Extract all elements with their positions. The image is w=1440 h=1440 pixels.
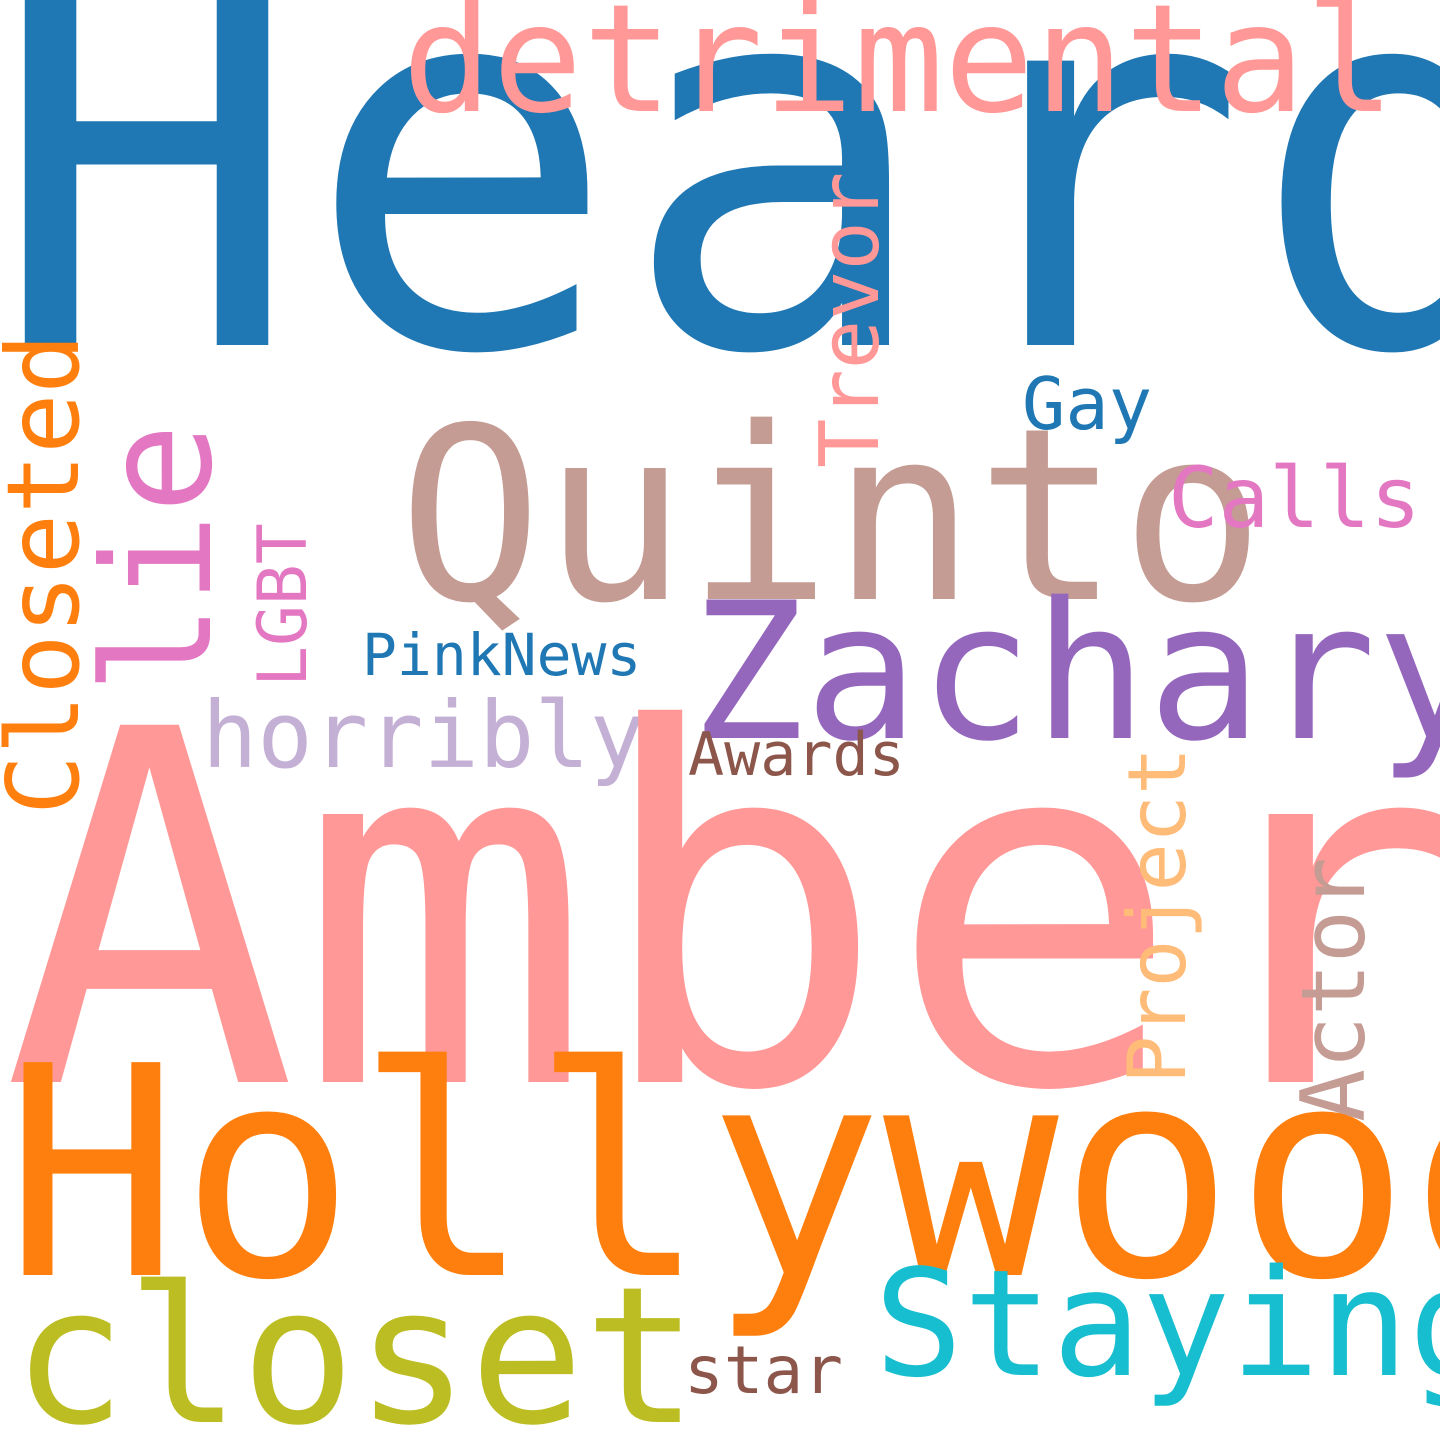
word-calls: Calls: [1168, 449, 1421, 547]
word-detrimental: detrimental: [402, 0, 1396, 147]
word-amber: Amber: [2, 627, 1440, 1198]
word-closet: closet: [12, 1246, 699, 1440]
word-zachary: Zachary: [690, 562, 1440, 783]
word-staying: Staying: [874, 1238, 1440, 1410]
word-heard: Heard: [0, 0, 1440, 468]
word-quinto: Quinto: [398, 376, 1265, 656]
word-horribly: horribly: [202, 682, 646, 789]
word-hollywood: Hollywood: [4, 1004, 1440, 1344]
word-gay: Gay: [1022, 362, 1153, 446]
word-star: star: [684, 1332, 843, 1409]
word-pinknews: PinkNews: [362, 621, 642, 689]
word-awards: Awards: [688, 720, 905, 790]
